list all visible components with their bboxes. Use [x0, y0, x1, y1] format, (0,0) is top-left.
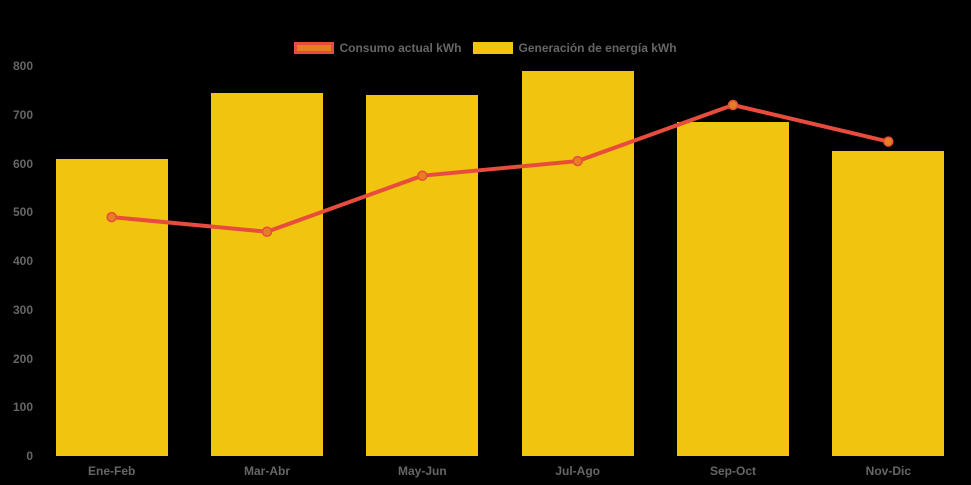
bar-jul-ago	[521, 70, 634, 456]
data-point-nov-dic	[883, 136, 894, 147]
y-axis-tick-label: 400	[12, 254, 33, 268]
y-axis-tick-label: 100	[12, 400, 33, 415]
legend-item-generacion-de-energia-kwh[interactable]: Generación de energía kWh	[473, 41, 677, 55]
x-axis-label-mar-abr: Mar-Abr	[243, 464, 290, 478]
legend-label: Consumo actual kWh	[339, 41, 462, 55]
y-axis-tick-label: 600	[12, 156, 33, 171]
x-axis-label-nov-dic: Nov-Dic	[865, 464, 911, 478]
legend-item-consumo-actual-kwh[interactable]: Consumo actual kWh	[294, 41, 461, 55]
chart-legend: Consumo actual kWh Generación de energía …	[0, 38, 971, 58]
bar-ene-feb	[55, 158, 168, 456]
y-axis-tick-label: 0	[26, 449, 33, 463]
y-axis-tick-label: 500	[12, 205, 33, 220]
bar-mar-abr	[211, 92, 323, 456]
y-axis-tick-label: 200	[12, 351, 33, 366]
x-axis-label-ene-feb: Ene-Feb	[87, 464, 136, 478]
legend-swatch-icon	[294, 42, 335, 54]
x-axis-label-jul-ago: Jul-Ago	[555, 464, 600, 478]
x-axis-label-may-jun: May-Jun	[397, 464, 447, 478]
bar-nov-dic	[832, 151, 945, 456]
data-point-sep-oct	[727, 99, 739, 111]
y-axis-tick-label: 800	[12, 59, 33, 73]
y-axis-tick-label: 700	[12, 107, 33, 122]
legend-label: Generación de energía kWh	[518, 41, 677, 55]
bar-sep-oct	[677, 122, 789, 456]
legend-swatch-icon	[473, 42, 514, 54]
x-axis-label-sep-oct: Sep-Oct	[709, 464, 756, 478]
bar-may-jun	[366, 95, 479, 456]
y-axis-tick-label: 300	[12, 302, 33, 317]
